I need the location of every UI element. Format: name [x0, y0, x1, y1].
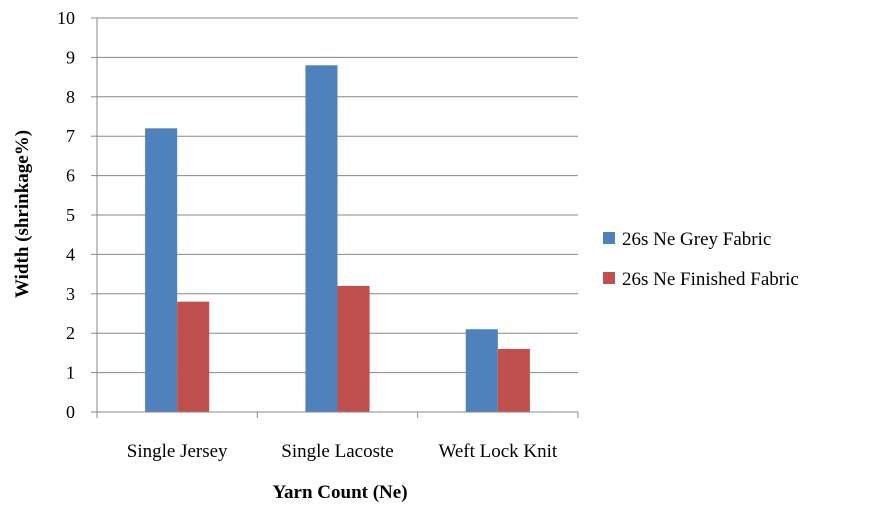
- y-tick-label: 7: [66, 126, 75, 146]
- x-category-label: Single Lacoste: [281, 441, 393, 462]
- axes: [91, 17, 579, 418]
- y-tick-label: 8: [66, 87, 75, 107]
- y-tick-label: 6: [66, 166, 75, 186]
- y-tick-label: 9: [66, 47, 75, 67]
- bar: [465, 329, 498, 412]
- bar: [145, 128, 178, 412]
- bar: [497, 348, 530, 412]
- legend-swatch: [603, 232, 615, 244]
- y-tick-label: 4: [66, 244, 75, 264]
- bar: [305, 65, 338, 412]
- y-tick-label: 3: [66, 284, 75, 304]
- y-tick-label: 2: [66, 323, 75, 343]
- y-tick-label: 0: [66, 402, 75, 422]
- y-axis-title: Width (shrinkage%): [12, 130, 33, 298]
- bar: [177, 301, 210, 412]
- bar: [337, 285, 370, 412]
- y-tick-label: 1: [66, 363, 75, 383]
- x-category-labels: Single Jersey Single Lacoste Weft Lock Kni…: [127, 441, 558, 462]
- legend-swatch: [603, 272, 615, 284]
- legend: 26s Ne Grey Fabric 26s Ne Finished Fabric: [603, 229, 799, 290]
- y-tick-label: 5: [66, 205, 75, 225]
- y-tick-labels: 0 1 2 3 4 5 6 7 8 9 10: [57, 8, 75, 422]
- x-axis-title: Yarn Count (Ne): [272, 482, 407, 503]
- x-category-label: Weft Lock Knit: [438, 441, 557, 462]
- bars: [145, 65, 530, 412]
- legend-label: 26s Ne Grey Fabric: [622, 229, 771, 250]
- y-tick-label: 10: [57, 8, 75, 28]
- x-category-label: Single Jersey: [127, 441, 228, 462]
- legend-label: 26s Ne Finished Fabric: [622, 269, 799, 290]
